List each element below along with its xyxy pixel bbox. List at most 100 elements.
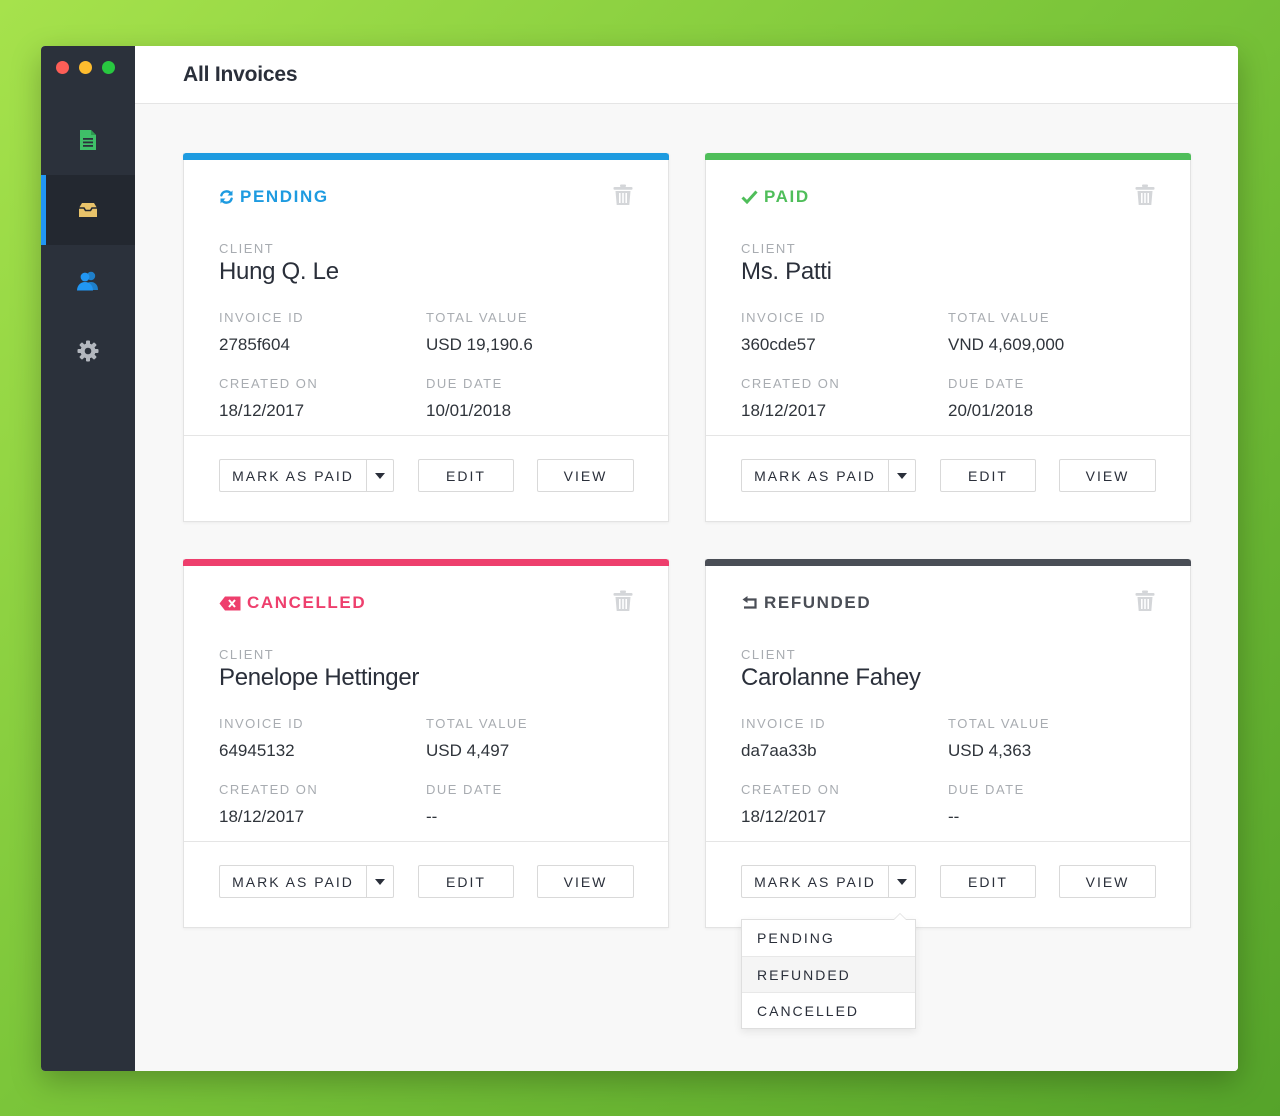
- due-date-label: DUE DATE: [948, 782, 1025, 797]
- minimize-window-button[interactable]: [79, 61, 92, 74]
- status-label: CANCELLED: [247, 593, 367, 612]
- dropdown-item-cancelled[interactable]: CANCELLED: [742, 992, 915, 1028]
- status-badge: CANCELLED: [219, 593, 366, 613]
- client-name: Penelope Hettinger: [219, 664, 420, 691]
- status-dropdown-toggle[interactable]: [366, 865, 394, 898]
- edit-button[interactable]: EDIT: [418, 459, 514, 492]
- status-bar: [705, 153, 1191, 160]
- due-date-value: --: [426, 807, 438, 826]
- client-label: CLIENT: [219, 241, 275, 256]
- dropdown-item-pending[interactable]: PENDING: [757, 930, 835, 946]
- due-date-value: --: [948, 807, 960, 826]
- trash-icon[interactable]: [613, 184, 633, 206]
- invoice-id-label: INVOICE ID: [741, 310, 827, 325]
- cancel-icon: [219, 596, 241, 610]
- created-on-label: CREATED ON: [219, 782, 319, 797]
- view-button[interactable]: VIEW: [1059, 865, 1156, 898]
- mark-as-paid-button[interactable]: MARK AS PAID: [219, 459, 366, 492]
- total-value-label: TOTAL VALUE: [948, 310, 1050, 325]
- divider: [706, 841, 1190, 842]
- status-label: PENDING: [240, 187, 329, 206]
- client-label: CLIENT: [219, 647, 275, 662]
- mark-as-paid-split-button: MARK AS PAID: [741, 865, 916, 898]
- trash-icon[interactable]: [1135, 184, 1155, 206]
- chevron-down-icon: [897, 878, 907, 885]
- client-name: Hung Q. Le: [219, 258, 339, 285]
- chevron-down-icon: [375, 878, 385, 885]
- total-value: VND 4,609,000: [948, 335, 1065, 354]
- view-button[interactable]: VIEW: [537, 459, 634, 492]
- created-on-value: 18/12/2017: [219, 807, 305, 826]
- invoice-id-label: INVOICE ID: [219, 716, 305, 731]
- invoice-card: PENDING CLIENT Hung Q. Le INVOICE ID 278…: [183, 153, 669, 522]
- mark-as-paid-button[interactable]: MARK AS PAID: [741, 459, 888, 492]
- invoice-id-value: da7aa33b: [741, 741, 817, 760]
- status-bar: [183, 559, 669, 566]
- view-button[interactable]: VIEW: [1059, 459, 1156, 492]
- invoice-id-label: INVOICE ID: [219, 310, 305, 325]
- mark-as-paid-split-button: MARK AS PAID: [219, 459, 394, 492]
- status-bar: [183, 153, 669, 160]
- total-value: USD 19,190.6: [426, 335, 533, 354]
- sidebar-item-invoices[interactable]: [41, 105, 135, 175]
- created-on-label: CREATED ON: [741, 376, 841, 391]
- status-dropdown-toggle[interactable]: [366, 459, 394, 492]
- total-value: USD 4,363: [948, 741, 1032, 760]
- invoice-card: CANCELLED CLIENT Penelope Hettinger INVO…: [183, 559, 669, 928]
- header: All Invoices: [135, 46, 1238, 104]
- created-on-label: CREATED ON: [219, 376, 319, 391]
- edit-button[interactable]: EDIT: [418, 865, 514, 898]
- total-value: USD 4,497: [426, 741, 510, 760]
- page-title: All Invoices: [183, 62, 298, 86]
- client-label: CLIENT: [741, 647, 797, 662]
- view-button[interactable]: VIEW: [537, 865, 634, 898]
- status-dropdown-toggle[interactable]: [888, 865, 916, 898]
- edit-button[interactable]: EDIT: [940, 865, 1036, 898]
- refresh-icon: [220, 190, 233, 204]
- invoice-id-label: INVOICE ID: [741, 716, 827, 731]
- invoice-id-value: 360cde57: [741, 335, 816, 354]
- divider: [706, 435, 1190, 436]
- chevron-down-icon: [375, 472, 385, 479]
- created-on-label: CREATED ON: [741, 782, 841, 797]
- client-name: Ms. Patti: [741, 258, 832, 285]
- window-controls: [56, 61, 115, 74]
- mark-as-paid-button[interactable]: MARK AS PAID: [219, 865, 366, 898]
- divider: [184, 841, 668, 842]
- client-name: Carolanne Fahey: [741, 664, 921, 691]
- edit-button[interactable]: EDIT: [940, 459, 1036, 492]
- created-on-value: 18/12/2017: [219, 401, 305, 420]
- refund-icon: [742, 596, 757, 609]
- trash-icon[interactable]: [613, 590, 633, 612]
- gear-icon: [77, 340, 99, 362]
- due-date-label: DUE DATE: [426, 376, 503, 391]
- status-dropdown-toggle[interactable]: [888, 459, 916, 492]
- users-icon: [77, 271, 98, 291]
- chevron-down-icon: [897, 472, 907, 479]
- status-label: PAID: [764, 187, 810, 206]
- sidebar-item-clients[interactable]: [41, 246, 135, 316]
- sidebar: [41, 46, 135, 1071]
- mark-as-paid-button[interactable]: MARK AS PAID: [741, 865, 888, 898]
- status-badge: PAID: [741, 187, 810, 207]
- inbox-icon: [79, 203, 97, 217]
- sidebar-item-inbox[interactable]: [41, 175, 135, 245]
- invoice-card: REFUNDED CLIENT Carolanne Fahey INVOICE …: [705, 559, 1191, 1029]
- total-value-label: TOTAL VALUE: [426, 310, 528, 325]
- due-date-label: DUE DATE: [948, 376, 1025, 391]
- dropdown-item-refunded[interactable]: REFUNDED: [742, 956, 915, 992]
- sidebar-item-settings[interactable]: [41, 316, 135, 386]
- document-icon: [80, 130, 96, 150]
- invoice-id-value: 2785f604: [219, 335, 290, 354]
- due-date-value: 20/01/2018: [948, 401, 1034, 420]
- status-dropdown-menu: PENDING REFUNDED CANCELLED: [741, 913, 916, 1029]
- close-window-button[interactable]: [56, 61, 69, 74]
- due-date-label: DUE DATE: [426, 782, 503, 797]
- trash-icon[interactable]: [1135, 590, 1155, 612]
- check-icon: [741, 190, 758, 204]
- status-badge: PENDING: [219, 187, 329, 207]
- mark-as-paid-split-button: MARK AS PAID: [219, 865, 394, 898]
- due-date-value: 10/01/2018: [426, 401, 512, 420]
- client-label: CLIENT: [741, 241, 797, 256]
- zoom-window-button[interactable]: [102, 61, 115, 74]
